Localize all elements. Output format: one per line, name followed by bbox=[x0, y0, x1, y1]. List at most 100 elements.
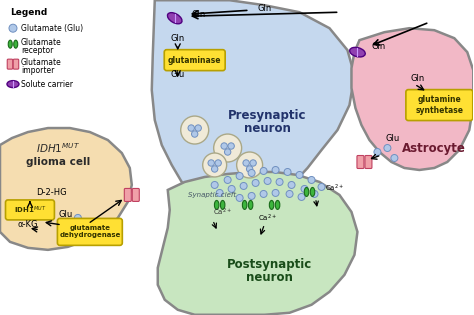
Text: Glu: Glu bbox=[171, 70, 185, 79]
Circle shape bbox=[221, 143, 228, 149]
Circle shape bbox=[74, 215, 82, 221]
Ellipse shape bbox=[350, 47, 365, 57]
Circle shape bbox=[248, 169, 255, 176]
Text: Glutamate (Glu): Glutamate (Glu) bbox=[21, 24, 83, 33]
Text: D-2-HG: D-2-HG bbox=[36, 188, 67, 198]
Text: Legend: Legend bbox=[10, 8, 47, 17]
Circle shape bbox=[272, 167, 279, 174]
Circle shape bbox=[311, 191, 318, 198]
Ellipse shape bbox=[214, 200, 219, 209]
Ellipse shape bbox=[167, 13, 182, 24]
Circle shape bbox=[236, 173, 243, 180]
Ellipse shape bbox=[220, 200, 225, 209]
Text: neuron: neuron bbox=[244, 122, 291, 135]
Circle shape bbox=[260, 168, 267, 175]
Circle shape bbox=[225, 149, 231, 155]
Circle shape bbox=[211, 166, 218, 172]
Circle shape bbox=[236, 194, 243, 201]
Text: glioma cell: glioma cell bbox=[26, 157, 90, 167]
Circle shape bbox=[82, 222, 88, 229]
Circle shape bbox=[188, 125, 194, 131]
Circle shape bbox=[284, 169, 291, 175]
Circle shape bbox=[216, 189, 223, 197]
Text: Gln: Gln bbox=[171, 34, 185, 43]
Circle shape bbox=[276, 179, 283, 186]
Circle shape bbox=[211, 181, 218, 188]
Text: neuron: neuron bbox=[246, 271, 293, 284]
Text: Ca$^{2+}$: Ca$^{2+}$ bbox=[257, 212, 277, 224]
FancyBboxPatch shape bbox=[365, 156, 372, 169]
Text: Solute carrier: Solute carrier bbox=[21, 80, 73, 89]
FancyBboxPatch shape bbox=[6, 200, 55, 220]
FancyBboxPatch shape bbox=[124, 188, 131, 201]
Polygon shape bbox=[351, 28, 473, 170]
Circle shape bbox=[264, 177, 271, 185]
Circle shape bbox=[301, 186, 308, 192]
Text: glutamine
synthetase: glutamine synthetase bbox=[415, 95, 463, 115]
FancyBboxPatch shape bbox=[57, 218, 122, 245]
Circle shape bbox=[384, 145, 391, 152]
Text: Postsynaptic: Postsynaptic bbox=[227, 258, 312, 271]
Circle shape bbox=[240, 182, 247, 189]
Polygon shape bbox=[158, 172, 357, 315]
FancyBboxPatch shape bbox=[132, 188, 139, 201]
Text: Gln: Gln bbox=[257, 4, 272, 13]
FancyBboxPatch shape bbox=[406, 89, 473, 121]
Circle shape bbox=[260, 191, 267, 198]
Text: Gln: Gln bbox=[372, 42, 386, 51]
Text: receptor: receptor bbox=[21, 46, 54, 55]
Ellipse shape bbox=[275, 200, 280, 209]
Text: Gln: Gln bbox=[191, 10, 206, 19]
Circle shape bbox=[288, 181, 295, 188]
Ellipse shape bbox=[242, 200, 247, 209]
Ellipse shape bbox=[8, 40, 12, 48]
Text: Glu: Glu bbox=[385, 134, 400, 142]
Circle shape bbox=[272, 189, 279, 197]
Circle shape bbox=[250, 160, 256, 166]
Text: Presynaptic: Presynaptic bbox=[228, 109, 307, 122]
Circle shape bbox=[214, 134, 242, 162]
Text: α-KG: α-KG bbox=[18, 220, 38, 229]
Circle shape bbox=[286, 191, 293, 198]
Text: Glu: Glu bbox=[59, 210, 73, 220]
Ellipse shape bbox=[14, 40, 18, 48]
Text: Ca$^{2+}$: Ca$^{2+}$ bbox=[325, 182, 344, 194]
Circle shape bbox=[246, 166, 253, 172]
Ellipse shape bbox=[7, 81, 19, 88]
Circle shape bbox=[228, 143, 234, 149]
Circle shape bbox=[374, 148, 381, 156]
Circle shape bbox=[228, 186, 235, 192]
Circle shape bbox=[208, 160, 214, 166]
Circle shape bbox=[318, 183, 325, 191]
Circle shape bbox=[391, 154, 398, 162]
FancyBboxPatch shape bbox=[164, 50, 225, 71]
Ellipse shape bbox=[269, 200, 274, 209]
Text: Gln: Gln bbox=[410, 74, 425, 83]
Circle shape bbox=[181, 116, 209, 144]
Circle shape bbox=[224, 176, 231, 183]
Circle shape bbox=[298, 193, 305, 200]
Text: IDH1$^{MUT}$: IDH1$^{MUT}$ bbox=[14, 204, 46, 215]
Text: importer: importer bbox=[21, 66, 55, 75]
Ellipse shape bbox=[248, 200, 253, 209]
Text: $\mathit{IDH1}^{MUT}$: $\mathit{IDH1}^{MUT}$ bbox=[36, 141, 80, 155]
Text: glutamate
dehydrogenase: glutamate dehydrogenase bbox=[59, 226, 120, 238]
Ellipse shape bbox=[304, 187, 309, 197]
Circle shape bbox=[191, 131, 198, 137]
Text: Synaptic cleft: Synaptic cleft bbox=[188, 192, 236, 198]
Text: Ca$^{2+}$: Ca$^{2+}$ bbox=[213, 206, 232, 218]
Polygon shape bbox=[152, 0, 355, 212]
Circle shape bbox=[252, 180, 259, 186]
Circle shape bbox=[237, 152, 263, 178]
Text: Astrocyte: Astrocyte bbox=[402, 141, 466, 155]
Ellipse shape bbox=[310, 187, 315, 197]
Circle shape bbox=[215, 160, 221, 166]
Text: Glutamate: Glutamate bbox=[21, 38, 62, 47]
Circle shape bbox=[308, 176, 315, 183]
Circle shape bbox=[64, 218, 72, 226]
Circle shape bbox=[195, 125, 201, 131]
Circle shape bbox=[9, 24, 17, 32]
FancyBboxPatch shape bbox=[13, 59, 18, 69]
FancyBboxPatch shape bbox=[357, 156, 364, 169]
Circle shape bbox=[296, 171, 303, 179]
